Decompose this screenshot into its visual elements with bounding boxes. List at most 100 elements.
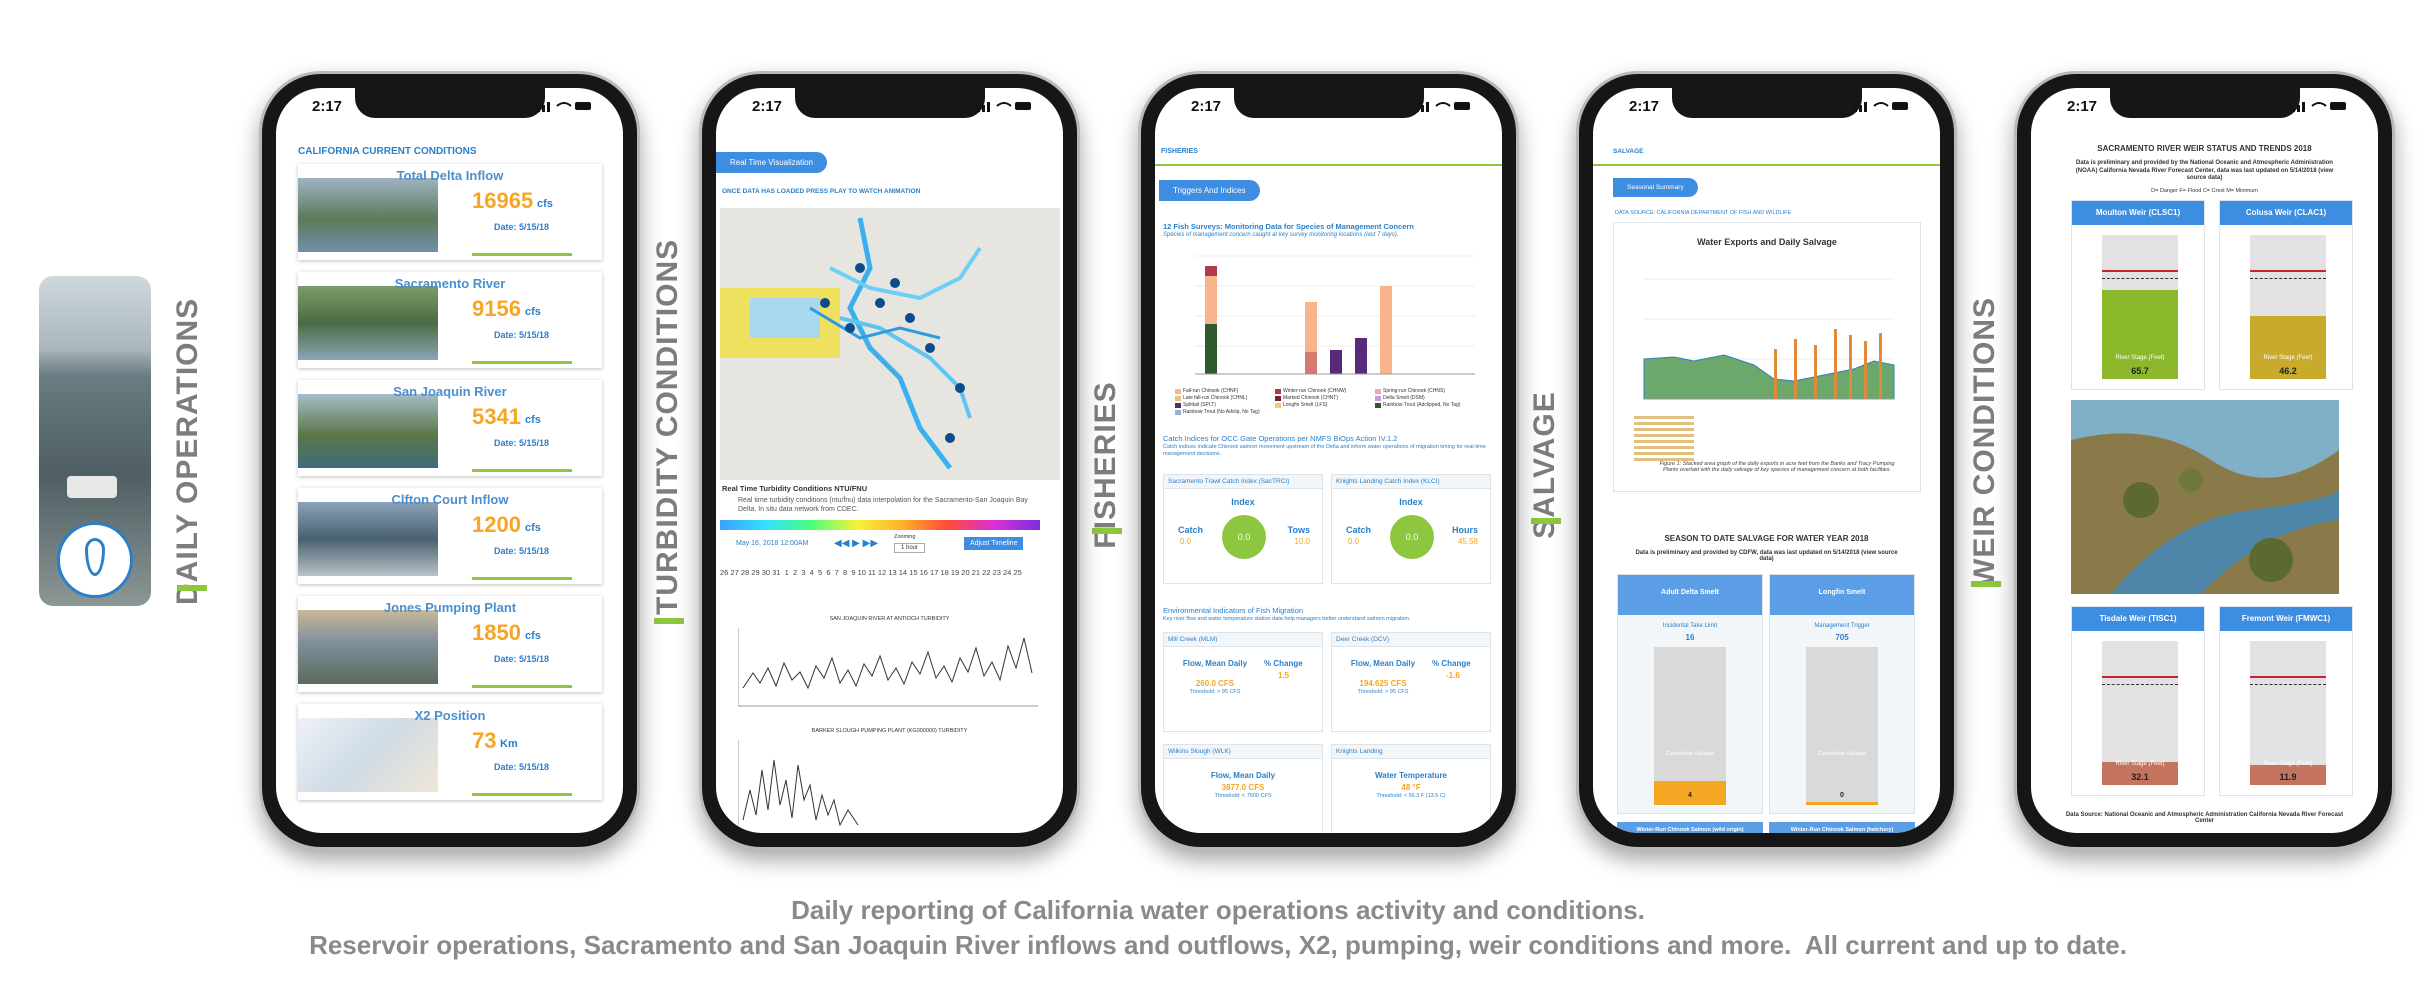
- screen: 2:17 SACRAMENTO RIVER WEIR STATUS AND TR…: [2031, 88, 2378, 833]
- accent-bar: [177, 585, 207, 591]
- station-panel: Knights Landing Water Temperature 48 °F Thr…: [1331, 744, 1491, 833]
- station-panel: Deer Creek (DCV) Flow, Mean Daily 194.625 …: [1331, 632, 1491, 732]
- card-unit: cfs: [537, 198, 553, 210]
- accent-bar: [654, 618, 684, 624]
- weir-card: Tisdale Weir (TISC1) River Stage (Feet) 32…: [2071, 606, 2205, 796]
- card-unit: cfs: [525, 306, 541, 318]
- phone: 2:17 Real Time Visualization ONCE DATA H…: [699, 71, 1080, 850]
- side-label: TURBIDITY CONDITIONS: [651, 238, 684, 615]
- card-title: Clfton Court Inflow: [391, 492, 509, 507]
- change-label: % Change: [1432, 659, 1471, 668]
- panel-title: Wilkins Slough (WLK): [1164, 745, 1322, 759]
- metric-label: Flow, Mean Daily: [1182, 659, 1248, 668]
- side-label: FISHERIES: [1089, 381, 1122, 549]
- stage-label: River Stage (Feet): [2115, 761, 2165, 767]
- metric-value: 194.625 CFS: [1359, 679, 1407, 688]
- danger-line: [2250, 269, 2326, 272]
- station-panel: Mill Creek (MLM) Flow, Mean Daily 260.0 CF…: [1163, 632, 1323, 732]
- weir-card: Moulton Weir (CLSC1) River Stage (Feet) 65…: [2071, 200, 2205, 390]
- condition-card[interactable]: Clfton Court Inflow 1200 cfs Date: 5/15/18: [298, 488, 602, 584]
- stage-label: River Stage (Feet): [2115, 355, 2165, 361]
- screen-title: SACRAMENTO RIVER WEIR STATUS AND TRENDS …: [2097, 144, 2312, 153]
- legend-swatch: [1275, 402, 1281, 408]
- adjust-button[interactable]: Adjust Timeline: [964, 537, 1024, 550]
- legend-swatch: [1175, 388, 1181, 394]
- card-date: Date: 5/15/18: [494, 546, 550, 556]
- phone: 2:17 FISHERIES Triggers And Indices 12 F…: [1138, 71, 1519, 850]
- card-value: 1200: [472, 512, 521, 537]
- species-name: Winter-Run Chinook Salmon (hatchery): [1769, 822, 1915, 833]
- condition-card[interactable]: X2 Position 73 Km Date: 5/15/18: [298, 704, 602, 800]
- color-scale: [720, 520, 1040, 530]
- legend-label: Fall-run Chinook (CHNF): [1183, 388, 1239, 394]
- accent-bar: [1092, 528, 1122, 534]
- legend-swatch: [1175, 409, 1181, 415]
- env-title: Environmental Indicators of Fish Migrati…: [1163, 606, 1304, 615]
- threshold: Threshold: < 7500 CFS: [1214, 793, 1272, 799]
- card-unit: cfs: [525, 630, 541, 642]
- legend-item: Splittail (SPLT): [1175, 402, 1267, 408]
- season-title: SEASON TO DATE SALVAGE FOR WATER YEAR 20…: [1664, 534, 1869, 543]
- phone: 2:17 CALIFORNIA CURRENT CONDITIONS Total…: [259, 71, 640, 850]
- weir-fill: [2102, 761, 2178, 785]
- divider: [1593, 164, 1940, 166]
- change-value: 1.5: [1278, 671, 1290, 680]
- caption-line: Daily reporting of California water oper…: [791, 895, 1645, 925]
- weir-gauge: River Stage (Feet) 32.1: [2102, 641, 2178, 785]
- tab[interactable]: Triggers And Indices: [1159, 180, 1260, 201]
- tab[interactable]: Real Time Visualization: [716, 152, 828, 173]
- legend-swatch: [1375, 395, 1381, 401]
- tab[interactable]: Seasonal Summary: [1613, 178, 1698, 197]
- droplet-icon: [57, 522, 133, 598]
- legend-swatch: [1275, 388, 1281, 394]
- card-unit: Km: [500, 738, 518, 750]
- condition-card[interactable]: Total Delta Inflow 16965 cfs Date: 5/15/18: [298, 164, 602, 260]
- screen: 2:17 Real Time Visualization ONCE DATA H…: [716, 88, 1063, 833]
- phone: 2:17 SALVAGE Seasonal Summary DATA SOURC…: [1576, 71, 1957, 850]
- legend-item: Spring-run Chinook (CHNS): [1375, 388, 1467, 394]
- species-name: Longfin Smelt: [1770, 575, 1914, 615]
- condition-card[interactable]: Sacramento River 9156 cfs Date: 5/15/18: [298, 272, 602, 368]
- legend-swatch: [1375, 388, 1381, 394]
- legend-item: Marked Chinook (CHNT): [1275, 395, 1367, 401]
- card-unit: cfs: [525, 522, 541, 534]
- notch: [794, 88, 985, 118]
- weir-card: Colusa Weir (CLAC1) River Stage (Feet) 46.…: [2219, 200, 2353, 390]
- player-controls[interactable]: ◀◀ ▶ ▶▶: [834, 538, 879, 549]
- card-photo: [298, 502, 438, 576]
- card-unit: cfs: [525, 414, 541, 426]
- legend-item: Rainbow Trout (No Adclip, No Tag): [1175, 409, 1267, 415]
- section-header: FISHERIES: [1161, 148, 1198, 155]
- weir-gauge: River Stage (Feet) 65.7: [2102, 235, 2178, 379]
- interval-select[interactable]: 1 hour: [894, 543, 926, 553]
- threshold: Threshold: > 95 CFS: [1357, 689, 1409, 695]
- legend-label: Longfin Smelt (LFS): [1283, 402, 1328, 408]
- catch-label: Catch: [1346, 525, 1372, 535]
- card-photo: [298, 178, 438, 252]
- screen: 2:17 FISHERIES Triggers And Indices 12 F…: [1155, 88, 1502, 833]
- card-value: 16965: [472, 188, 534, 213]
- other-value: 10.0: [1294, 537, 1310, 546]
- danger-line: [2102, 675, 2178, 678]
- condition-card[interactable]: San Joaquin River 5341 cfs Date: 5/15/18: [298, 380, 602, 476]
- divider: [1155, 164, 1502, 166]
- card-photo: [298, 286, 438, 360]
- salvage-chart: [1643, 278, 1895, 400]
- screen: 2:17 SALVAGE Seasonal Summary DATA SOURC…: [1593, 88, 1940, 833]
- weir-fill: [2102, 289, 2178, 379]
- panel-title: Knights Landing Catch Index (KLCI): [1332, 475, 1490, 489]
- index-value: 0.0: [1390, 515, 1434, 559]
- danger-line: [2250, 675, 2326, 678]
- card-title: Jones Pumping Plant: [383, 600, 517, 615]
- condition-card[interactable]: Jones Pumping Plant 1850 cfs Date: 5/15/18: [298, 596, 602, 692]
- side-label: SALVAGE: [1528, 391, 1561, 539]
- status-time: 2:17: [752, 98, 783, 115]
- weir-footer: Data Source: National Oceanic and Atmosp…: [2065, 812, 2344, 824]
- card-date: Date: 5/15/18: [494, 222, 550, 232]
- card-photo: [298, 610, 438, 684]
- card-value: 73: [472, 728, 497, 753]
- index-panel: Knights Landing Catch Index (KLCI) Index C…: [1331, 474, 1491, 584]
- catch-label: Catch: [1178, 525, 1204, 535]
- card-accent: [472, 793, 572, 796]
